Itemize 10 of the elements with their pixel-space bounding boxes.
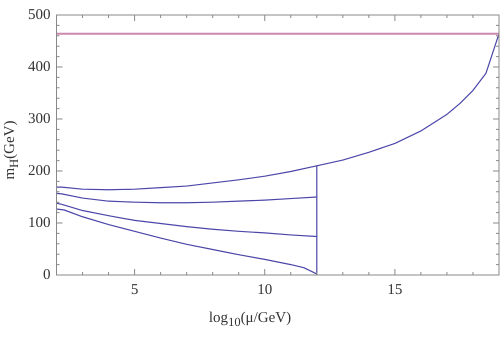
y-tick-label: 0 (43, 266, 50, 283)
y-tick-label: 100 (28, 214, 50, 231)
y-tick-label: 500 (28, 6, 50, 23)
x-tick-label: 15 (387, 282, 402, 298)
y-tick-label: 400 (28, 58, 50, 75)
y-tick-label: 200 (28, 162, 50, 179)
x-tick-label: 5 (130, 282, 138, 298)
x-tick-label: 10 (257, 282, 272, 298)
x-axis-title: log$_{10}$(μ/GeV) (208, 310, 292, 330)
y-tick-label: 300 (28, 110, 50, 127)
